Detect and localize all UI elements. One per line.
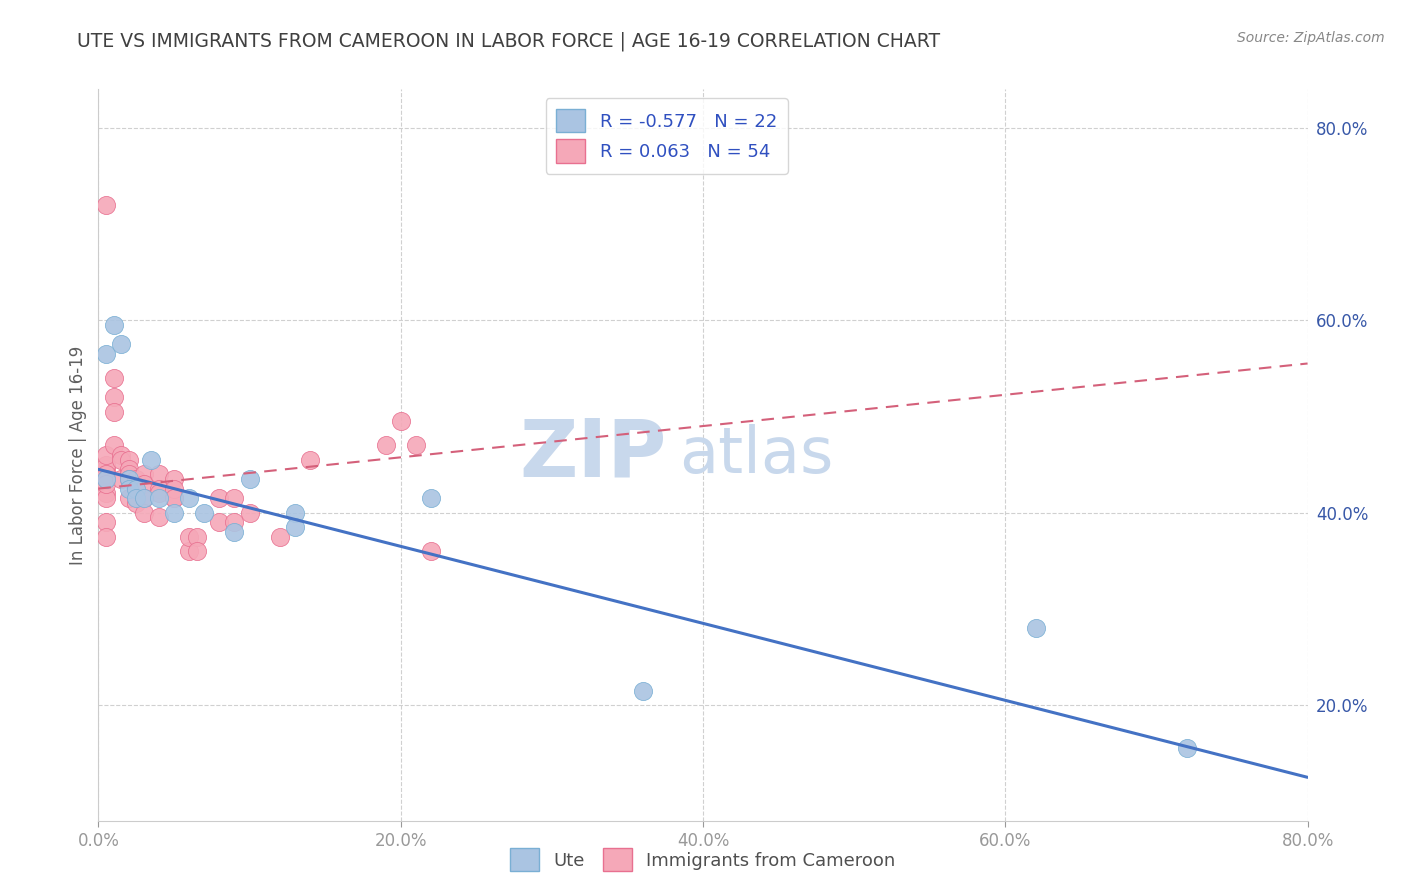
Text: atlas: atlas — [679, 424, 834, 486]
Point — [125, 482, 148, 496]
Legend: R = -0.577   N = 22, R = 0.063   N = 54: R = -0.577 N = 22, R = 0.063 N = 54 — [546, 98, 787, 174]
Point — [163, 506, 186, 520]
Point — [148, 482, 170, 496]
Point — [118, 491, 141, 506]
Point — [269, 530, 291, 544]
Point — [208, 516, 231, 530]
Point — [1024, 621, 1046, 635]
Point — [110, 337, 132, 351]
Point — [118, 472, 141, 486]
Point — [118, 462, 141, 476]
Point — [118, 452, 141, 467]
Point — [389, 414, 412, 428]
Point — [284, 506, 307, 520]
Point — [110, 448, 132, 462]
Point — [148, 491, 170, 506]
Text: ZIP: ZIP — [519, 416, 666, 494]
Point — [94, 467, 117, 482]
Point — [148, 510, 170, 524]
Point — [132, 491, 155, 506]
Point — [94, 516, 117, 530]
Point — [405, 438, 427, 452]
Point — [163, 491, 186, 506]
Point — [125, 472, 148, 486]
Point — [94, 491, 117, 506]
Text: Source: ZipAtlas.com: Source: ZipAtlas.com — [1237, 31, 1385, 45]
Point — [179, 544, 201, 558]
Point — [186, 530, 208, 544]
Point — [224, 524, 246, 539]
Point — [94, 472, 117, 486]
Point — [208, 491, 231, 506]
Point — [239, 472, 262, 486]
Point — [186, 544, 208, 558]
Point — [148, 467, 170, 482]
Point — [103, 438, 125, 452]
Point — [420, 491, 443, 506]
Point — [179, 530, 201, 544]
Point — [193, 506, 215, 520]
Point — [110, 452, 132, 467]
Point — [148, 486, 170, 500]
Legend: Ute, Immigrants from Cameroon: Ute, Immigrants from Cameroon — [503, 841, 903, 879]
Point — [179, 491, 201, 506]
Point — [420, 544, 443, 558]
Point — [118, 472, 141, 486]
Point — [163, 491, 186, 506]
Point — [94, 197, 117, 211]
Point — [284, 520, 307, 534]
Point — [163, 472, 186, 486]
Point — [103, 371, 125, 385]
Point — [94, 472, 117, 486]
Point — [94, 467, 117, 482]
Point — [94, 448, 117, 462]
Point — [94, 347, 117, 361]
Point — [132, 467, 155, 482]
Point — [1175, 741, 1198, 756]
Point — [224, 516, 246, 530]
Point — [118, 482, 141, 496]
Point — [374, 438, 396, 452]
Point — [631, 683, 654, 698]
Point — [224, 491, 246, 506]
Point — [94, 476, 117, 491]
Point — [132, 476, 155, 491]
Point — [118, 467, 141, 482]
Point — [103, 390, 125, 404]
Point — [132, 491, 155, 506]
Y-axis label: In Labor Force | Age 16-19: In Labor Force | Age 16-19 — [69, 345, 87, 565]
Point — [125, 482, 148, 496]
Point — [125, 496, 148, 510]
Point — [94, 458, 117, 472]
Point — [110, 472, 132, 486]
Point — [141, 452, 163, 467]
Point — [163, 482, 186, 496]
Point — [94, 462, 117, 476]
Point — [125, 491, 148, 506]
Point — [94, 486, 117, 500]
Point — [103, 318, 125, 332]
Point — [94, 530, 117, 544]
Point — [132, 506, 155, 520]
Point — [103, 404, 125, 418]
Point — [299, 452, 322, 467]
Point — [239, 506, 262, 520]
Text: UTE VS IMMIGRANTS FROM CAMEROON IN LABOR FORCE | AGE 16-19 CORRELATION CHART: UTE VS IMMIGRANTS FROM CAMEROON IN LABOR… — [77, 31, 941, 51]
